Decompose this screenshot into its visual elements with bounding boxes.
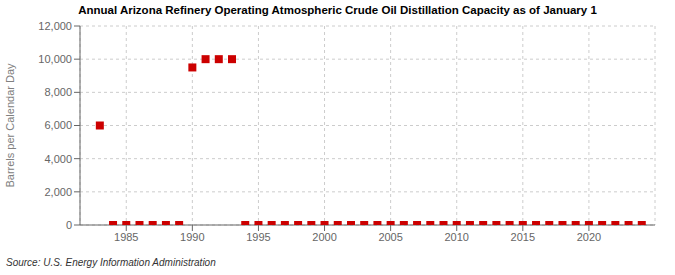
svg-text:1990: 1990 xyxy=(180,231,204,243)
svg-text:2010: 2010 xyxy=(444,231,468,243)
svg-text:6,000: 6,000 xyxy=(44,119,72,131)
svg-text:2015: 2015 xyxy=(511,231,535,243)
html-text:Annual Arizona Refinery Operat: Annual Arizona Refinery Operating Atmosp… xyxy=(78,4,597,16)
svg-text:8,000: 8,000 xyxy=(44,86,72,98)
svg-text:2020: 2020 xyxy=(577,231,601,243)
svg-text:0: 0 xyxy=(66,219,72,231)
svg-text:4,000: 4,000 xyxy=(44,153,72,165)
svg-text:10,000: 10,000 xyxy=(38,53,72,65)
svg-text:2,000: 2,000 xyxy=(44,186,72,198)
svg-text:1985: 1985 xyxy=(114,231,138,243)
svg-text:2000: 2000 xyxy=(312,231,336,243)
svg-text:12,000: 12,000 xyxy=(38,20,72,32)
svg-text:Barrels per Calendar Day: Barrels per Calendar Day xyxy=(8,63,16,188)
svg-text:1995: 1995 xyxy=(246,231,270,243)
html-text:Source: U.S. Energy Informatio: Source: U.S. Energy Information Administ… xyxy=(6,257,216,268)
svg-text:2005: 2005 xyxy=(378,231,402,243)
